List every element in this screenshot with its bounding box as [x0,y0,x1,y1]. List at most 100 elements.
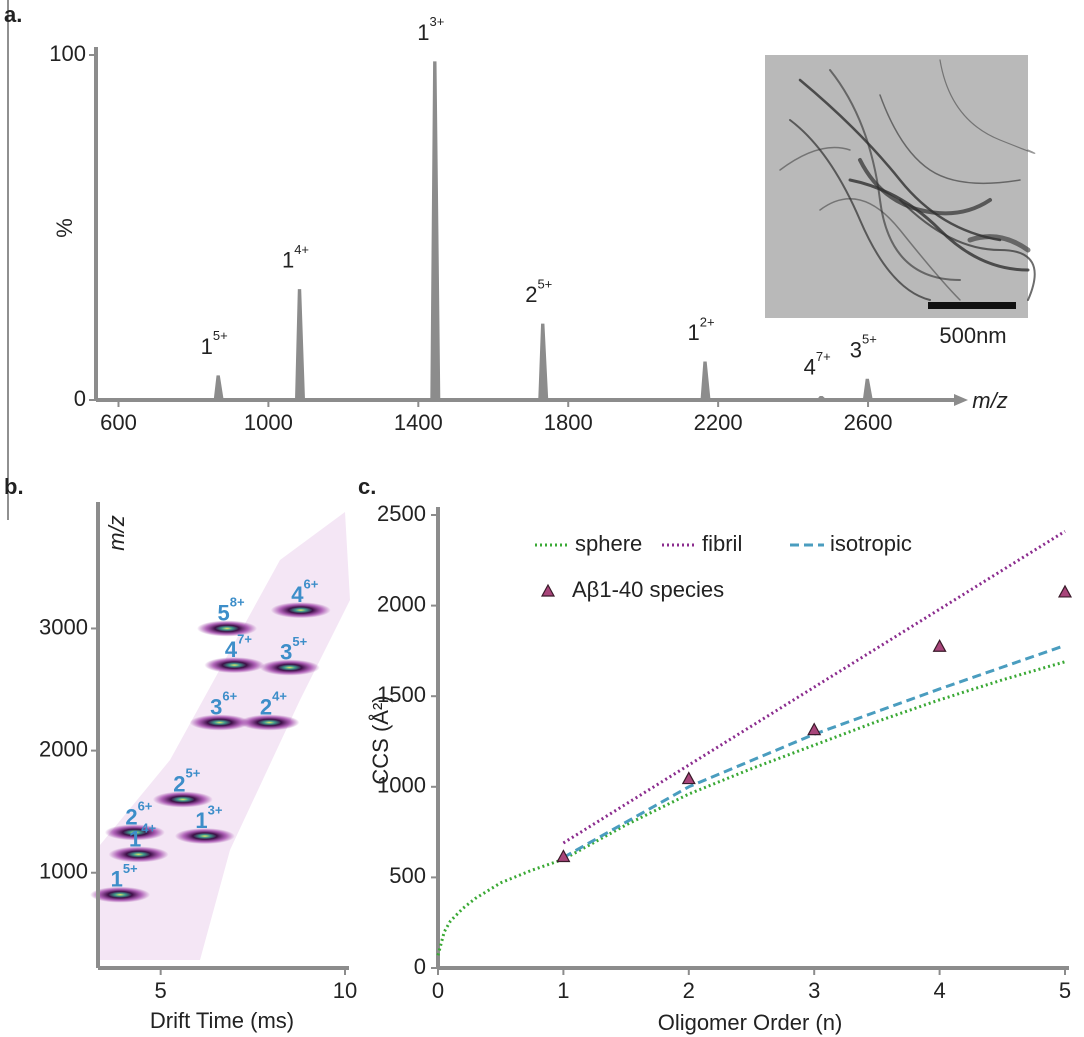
peak [816,396,828,401]
y-axis-label: m/z [104,515,129,550]
y-tick-label: 1000 [377,773,426,798]
line [562,530,1066,845]
peak-label: 35+ [280,634,307,664]
x-tick-label: 4 [933,978,945,1003]
spot [108,846,169,863]
peak-label: 13+ [195,803,222,833]
x-tick-label: 600 [100,410,137,435]
x-tick-label: 10 [333,978,357,1003]
peak [294,289,306,401]
label-charge: 7+ [237,632,252,647]
peak-label: 25+ [173,766,200,796]
label-base: 1 [417,20,429,45]
scale-bar-label: 500nm [939,323,1006,348]
label-base: 5 [217,600,229,625]
x-tick-label: 5 [1059,978,1071,1003]
label-charge: 3+ [430,15,445,30]
label-base: 3 [850,337,862,362]
peak-label: 14+ [129,821,156,851]
x-tick-label: 1800 [544,410,593,435]
peak-label: 15+ [201,328,228,358]
legend-swatch [540,583,556,597]
panel-label: c. [358,474,376,499]
data-point [681,771,696,785]
panel-label: a. [4,2,22,27]
spot [189,714,250,731]
label-charge: 5+ [537,277,552,292]
y-tick-label: 3000 [39,614,88,639]
spot [152,791,213,808]
label-base: 1 [687,320,699,345]
x-tick-label: 1000 [244,410,293,435]
peak-label: 24+ [260,689,287,719]
label-base: 4 [804,354,816,379]
x-axis-label: Drift Time (ms) [150,1008,294,1033]
axis-arrow [954,394,968,406]
x-tick-label: 0 [432,978,444,1003]
peak-label: 36+ [210,689,237,719]
peak-label: 14+ [282,242,309,272]
legend-label: fibril [702,531,742,556]
spot [270,602,331,619]
label-charge: 6+ [303,577,318,592]
label-charge: 4+ [294,242,309,257]
label-charge: 4+ [141,821,156,836]
peak [700,361,711,401]
peak-label: 46+ [291,577,318,607]
spot [259,659,320,676]
label-charge: 6+ [138,799,153,814]
peak [430,61,441,401]
y-tick-label: 500 [389,863,426,888]
label-charge: 8+ [230,595,245,610]
y-tick-label: 1500 [377,682,426,707]
heatmap-haze [100,512,350,960]
label-base: 1 [111,867,123,892]
peak-label: 58+ [217,595,244,625]
x-tick-label: 5 [155,978,167,1003]
label-base: 1 [195,808,207,833]
peak [213,375,224,401]
label-charge: 4+ [272,689,287,704]
peak-label: 25+ [525,277,552,307]
label-charge: 5+ [292,634,307,649]
y-tick-label: 2500 [377,501,426,526]
label-charge: 3+ [208,803,223,818]
data-point [932,639,947,652]
label-base: 1 [282,247,294,272]
peak-label: 35+ [850,332,877,362]
peak [538,323,549,401]
legend-label: isotropic [830,531,912,556]
peak-label: 12+ [687,315,714,345]
label-charge: 5+ [213,328,228,343]
y-axis-label: CCS (Å²) [368,695,393,784]
x-tick-label: 1400 [394,410,443,435]
x-axis-label: m/z [972,388,1007,413]
y-tick-label: 2000 [377,591,426,616]
peak-label: 26+ [125,799,152,829]
label-base: 4 [225,637,238,662]
data-point [556,849,571,863]
y-tick-label: 0 [414,954,426,979]
label-base: 2 [125,804,137,829]
y-tick-label: 1000 [39,859,88,884]
y-tick-label: 100 [49,41,86,66]
label-base: 4 [291,582,304,607]
label-base: 2 [260,694,272,719]
label-charge: 2+ [700,315,715,330]
x-axis-label: Oligomer Order (n) [658,1010,843,1035]
spot [174,828,235,845]
label-base: 1 [201,334,213,359]
label-base: 3 [210,694,222,719]
x-tick-label: 3 [808,978,820,1003]
peak-label: 15+ [111,861,138,891]
legend-label: Aβ1-40 species [572,577,724,602]
label-base: 2 [173,771,185,796]
label-base: 3 [280,639,292,664]
peak-label: 47+ [225,632,252,662]
panel-label: b. [4,474,24,499]
label-base: 1 [129,826,141,851]
line [562,644,1066,859]
label-charge: 5+ [862,332,877,347]
label-charge: 5+ [186,766,201,781]
